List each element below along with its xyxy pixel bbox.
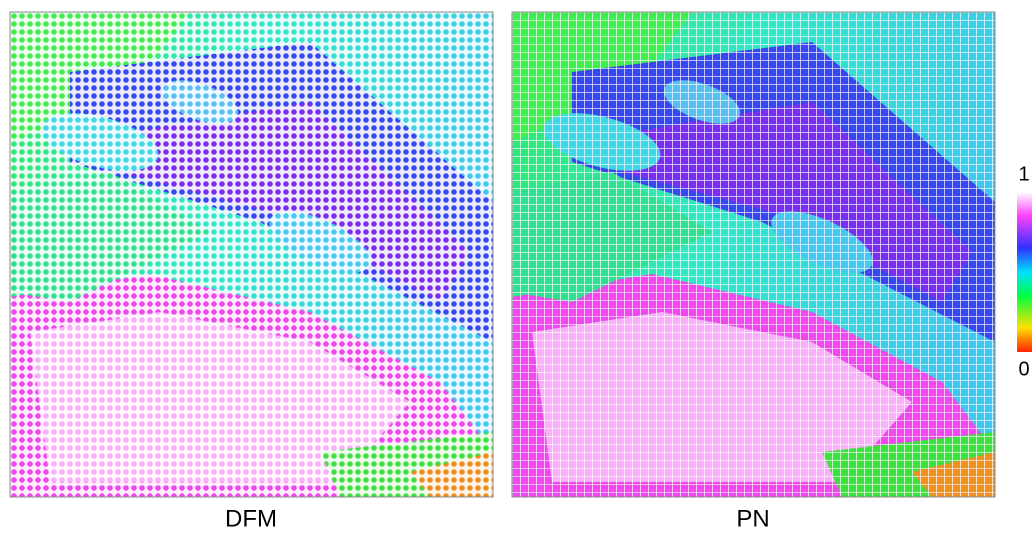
panel-pn [511,11,996,498]
panel-dfm [9,11,494,498]
panel-label: DFM [225,505,277,532]
colorbar-tick-label: 1 [1018,163,1029,185]
colorbar-tick-label: 0 [1018,358,1029,380]
colorbar-ticks: 01 [1018,163,1029,380]
colorbar [1017,192,1032,352]
panel-label: PN [736,505,769,532]
